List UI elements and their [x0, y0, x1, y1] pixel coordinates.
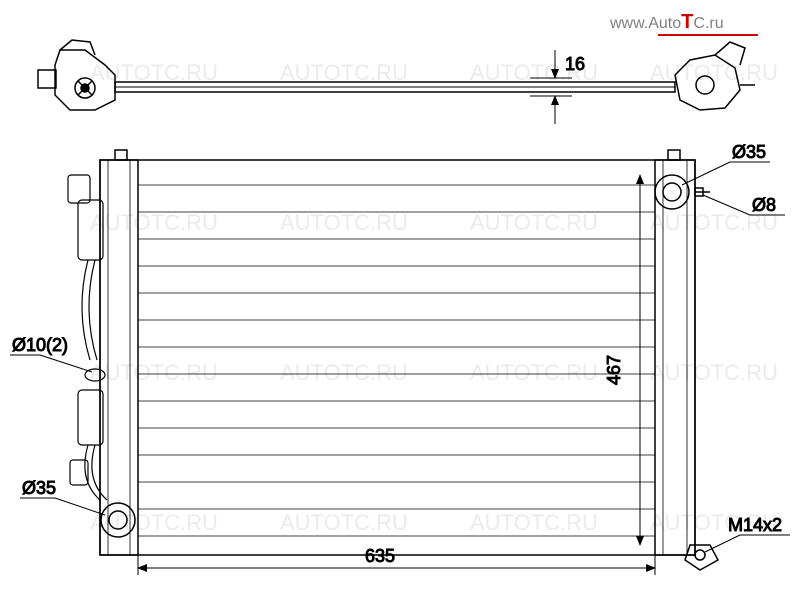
svg-text:AUTOTC.RU: AUTOTC.RU — [90, 360, 218, 385]
svg-text:AUTOTC.RU: AUTOTC.RU — [280, 360, 408, 385]
technical-drawing: AUTOTC.RU AUTOTC.RU AUTOTC.RU AUTOTC.RU … — [0, 0, 800, 600]
dim-467: 467 — [604, 175, 640, 545]
callout-d10-2: Ø10(2) — [10, 335, 92, 372]
dim-635: 635 — [138, 546, 655, 575]
svg-text:Ø8: Ø8 — [752, 195, 776, 215]
svg-text:467: 467 — [604, 355, 624, 385]
svg-text:Ø35: Ø35 — [732, 142, 766, 162]
svg-text:Ø10(2): Ø10(2) — [12, 335, 68, 355]
site-logo: www.AutoTC.ru — [609, 11, 758, 36]
svg-text:Ø35: Ø35 — [22, 478, 56, 498]
svg-text:AUTOTC.RU: AUTOTC.RU — [470, 210, 598, 235]
svg-text:635: 635 — [365, 546, 395, 566]
dim-16-label: 16 — [565, 54, 585, 74]
svg-text:AUTOTC.RU: AUTOTC.RU — [280, 210, 408, 235]
svg-text:AUTOTC.RU: AUTOTC.RU — [280, 510, 408, 535]
svg-text:AUTOTC.RU: AUTOTC.RU — [470, 510, 598, 535]
top-view: 16 — [38, 40, 755, 124]
svg-text:AUTOTC.RU: AUTOTC.RU — [90, 210, 218, 235]
svg-text:AUTOTC.RU: AUTOTC.RU — [650, 360, 778, 385]
svg-text:AUTOTC.RU: AUTOTC.RU — [470, 360, 598, 385]
watermark-layer: AUTOTC.RU AUTOTC.RU AUTOTC.RU AUTOTC.RU … — [90, 60, 778, 535]
svg-text:www.AutoTC.ru: www.AutoTC.ru — [609, 11, 724, 33]
drain-plug — [685, 545, 718, 570]
svg-text:M14x2: M14x2 — [728, 515, 782, 535]
